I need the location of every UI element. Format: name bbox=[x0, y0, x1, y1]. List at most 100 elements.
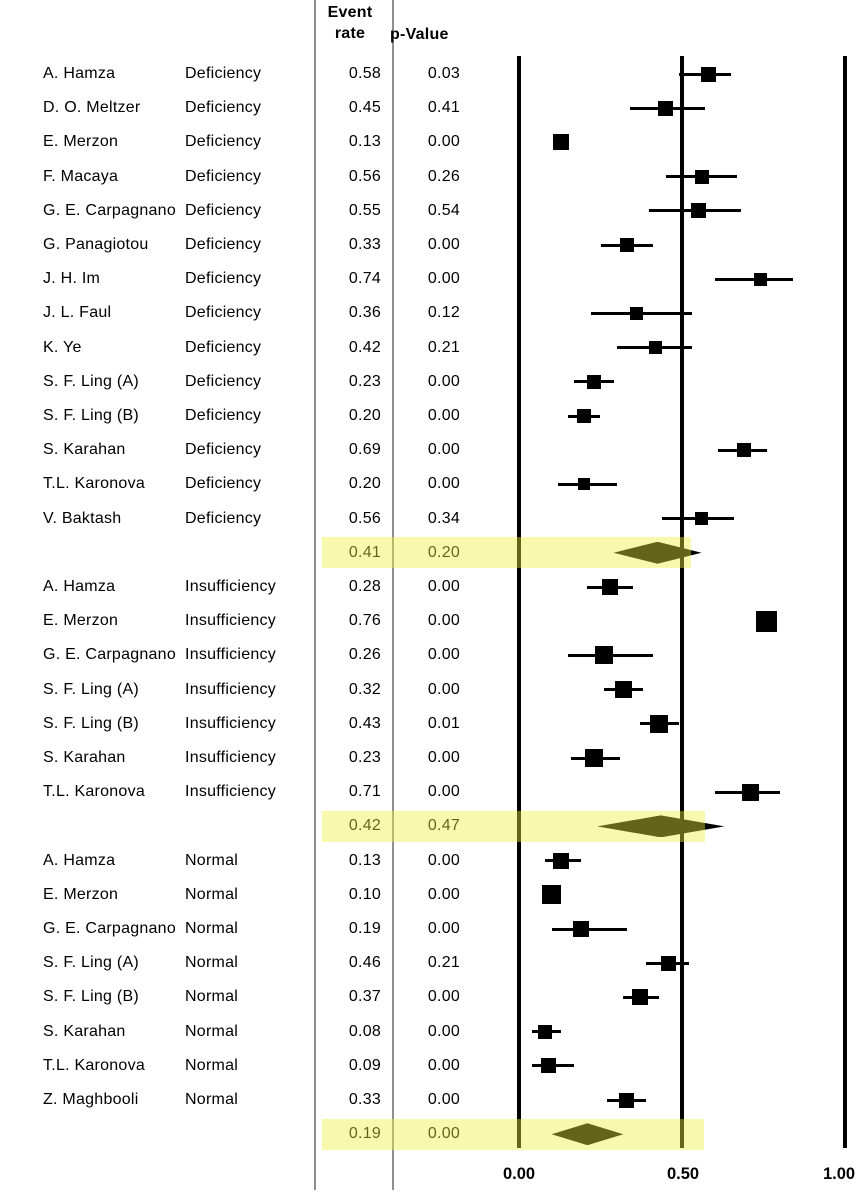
p-value: 0.00 bbox=[427, 612, 460, 630]
study-name: T.L. Karonova bbox=[43, 475, 145, 493]
effect-square bbox=[553, 852, 570, 869]
effect-square bbox=[584, 749, 603, 767]
study-name: S. Karahan bbox=[43, 441, 126, 459]
study-name: G. E. Carpagnano bbox=[43, 646, 176, 664]
effect-square bbox=[619, 1092, 635, 1108]
effect-square bbox=[736, 443, 751, 458]
summary-diamond bbox=[551, 1123, 624, 1146]
effect-square bbox=[578, 478, 591, 491]
effect-square bbox=[661, 955, 677, 971]
event-rate-value: 0.74 bbox=[348, 270, 381, 288]
summary-diamond bbox=[613, 541, 702, 564]
group-label: Deficiency bbox=[185, 441, 262, 459]
group-label: Insufficiency bbox=[185, 749, 276, 766]
p-value: 0.00 bbox=[427, 1022, 460, 1040]
group-label: Normal bbox=[185, 1056, 239, 1074]
group-label: Insufficiency bbox=[185, 578, 276, 595]
p-value: 0.00 bbox=[427, 372, 460, 390]
study-name: T.L. Karonova bbox=[43, 783, 145, 801]
effect-square bbox=[650, 714, 669, 733]
study-name: V. Baktash bbox=[43, 509, 122, 527]
event-rate-value: 0.71 bbox=[348, 783, 381, 801]
axis-tick-label-0: 0.00 bbox=[502, 1165, 536, 1183]
event-rate-value: 0.19 bbox=[348, 920, 381, 937]
event-rate-value: 0.20 bbox=[348, 475, 381, 493]
p-value: 0.03 bbox=[427, 65, 460, 82]
p-value: 0.00 bbox=[427, 270, 460, 288]
event-rate-value: 0.58 bbox=[348, 65, 381, 82]
effect-square bbox=[756, 610, 778, 632]
group-label: Normal bbox=[185, 1091, 239, 1108]
event-rate-value: 0.08 bbox=[348, 1022, 381, 1040]
effect-square bbox=[586, 374, 601, 389]
study-name: D. O. Meltzer bbox=[43, 99, 141, 117]
study-name: J. L. Faul bbox=[43, 304, 112, 322]
column-divider-left bbox=[314, 0, 316, 1190]
event-rate-value: 0.23 bbox=[348, 749, 381, 766]
effect-square bbox=[694, 169, 709, 184]
study-name: J. H. Im bbox=[43, 270, 101, 288]
effect-square bbox=[700, 66, 716, 82]
study-name: E. Merzon bbox=[43, 885, 119, 903]
event-rate-value: 0.26 bbox=[348, 646, 381, 664]
study-name: S. F. Ling (B) bbox=[43, 407, 139, 424]
p-value: 0.00 bbox=[427, 578, 460, 595]
effect-square bbox=[594, 646, 613, 665]
event-rate-value: 0.13 bbox=[348, 851, 381, 869]
effect-square bbox=[658, 100, 674, 116]
p-value: 0.00 bbox=[427, 1091, 460, 1108]
column-divider-right bbox=[392, 0, 394, 1190]
effect-square bbox=[631, 989, 648, 1006]
event-rate-value: 0.69 bbox=[348, 441, 381, 459]
effect-square bbox=[553, 134, 570, 151]
event-rate-value: 0.42 bbox=[348, 338, 381, 356]
group-label: Deficiency bbox=[185, 509, 262, 527]
ci-line bbox=[714, 277, 793, 281]
study-name: S. F. Ling (B) bbox=[43, 714, 139, 732]
event-rate-header: Event rate bbox=[316, 2, 384, 44]
summary-p-value: 0.47 bbox=[427, 817, 460, 835]
group-label: Deficiency bbox=[185, 201, 262, 219]
effect-square bbox=[542, 885, 562, 905]
study-name: F. Macaya bbox=[43, 167, 119, 185]
p-value: 0.34 bbox=[427, 509, 460, 527]
p-value: 0.21 bbox=[427, 954, 460, 972]
event-rate-value: 0.28 bbox=[348, 578, 381, 595]
effect-square bbox=[538, 1024, 553, 1039]
p-value: 0.00 bbox=[427, 680, 460, 698]
p-value: 0.00 bbox=[427, 646, 460, 664]
p-value: 0.00 bbox=[427, 441, 460, 459]
group-label: Insufficiency bbox=[185, 680, 276, 698]
effect-square bbox=[629, 306, 643, 320]
study-name: G. E. Carpagnano bbox=[43, 920, 176, 937]
group-label: Deficiency bbox=[185, 338, 262, 356]
event-rate-value: 0.09 bbox=[348, 1056, 381, 1074]
study-name: A. Hamza bbox=[43, 65, 116, 82]
p-value: 0.00 bbox=[427, 1056, 460, 1074]
effect-square bbox=[741, 783, 759, 801]
gridline-0.50 bbox=[679, 56, 684, 1148]
group-label: Deficiency bbox=[185, 475, 262, 493]
p-value: 0.21 bbox=[427, 338, 460, 356]
study-name: A. Hamza bbox=[43, 578, 116, 595]
group-label: Deficiency bbox=[185, 133, 262, 151]
effect-square bbox=[540, 1058, 556, 1074]
group-label: Insufficiency bbox=[185, 646, 276, 664]
group-label: Deficiency bbox=[185, 407, 262, 424]
effect-square bbox=[753, 272, 767, 286]
event-rate-value: 0.33 bbox=[348, 1091, 381, 1108]
group-label: Insufficiency bbox=[185, 714, 276, 732]
study-name: S. Karahan bbox=[43, 1022, 126, 1040]
study-name: G. Panagiotou bbox=[43, 236, 149, 253]
event-rate-value: 0.55 bbox=[348, 201, 381, 219]
group-label: Deficiency bbox=[185, 270, 262, 288]
study-name: G. E. Carpagnano bbox=[43, 201, 176, 219]
p-value: 0.12 bbox=[427, 304, 460, 322]
study-name: E. Merzon bbox=[43, 612, 119, 630]
summary-event-rate-value: 0.19 bbox=[348, 1125, 381, 1143]
p-value: 0.00 bbox=[427, 133, 460, 151]
study-name: S. F. Ling (A) bbox=[43, 954, 139, 972]
event-rate-value: 0.76 bbox=[348, 612, 381, 630]
event-rate-value: 0.23 bbox=[348, 372, 381, 390]
